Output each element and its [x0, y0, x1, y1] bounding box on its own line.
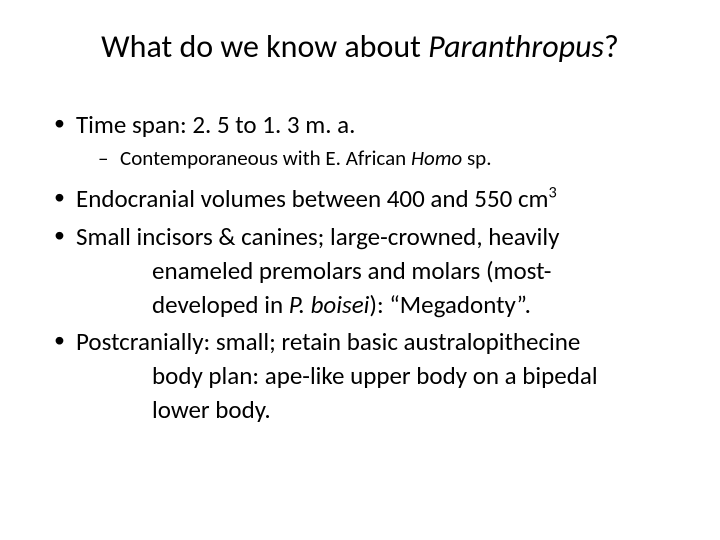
- bullet-3-l3: developed in P. boisei): “Megadonty”.: [76, 288, 672, 322]
- bullet-4-l3: lower body.: [76, 393, 672, 427]
- title-italic: Paranthropus: [428, 27, 604, 66]
- title-pre: What do we know about: [101, 27, 428, 66]
- bullet-3-l3-italic: P. boisei: [289, 289, 370, 320]
- bullet-2-pre: Endocranial volumes between 400 and 550 …: [76, 183, 549, 214]
- bullet-3-l3-pre: developed in: [152, 289, 289, 320]
- slide-title: What do we know about Paranthropus?: [48, 28, 672, 66]
- bullet-3-l2: enameled premolars and molars (most-: [76, 254, 672, 288]
- bullet-1-text: Time span: 2. 5 to 1. 3 m. a.: [76, 109, 355, 140]
- bullet-1a: Contemporaneous with E. African Homo sp.: [98, 144, 672, 172]
- bullet-4-l2: body plan: ape-like upper body on a bipe…: [76, 359, 672, 393]
- bullet-2-sup: 3: [549, 184, 557, 203]
- bullet-4: Postcranially: small; retain basic austr…: [48, 325, 672, 426]
- bullet-1a-pre: Contemporaneous with E. African: [120, 145, 411, 171]
- bullet-3: Small incisors & canines; large-crowned,…: [48, 220, 672, 321]
- bullet-3-l3-post: ): “Megadonty”.: [369, 289, 531, 320]
- slide: What do we know about Paranthropus? Time…: [0, 0, 720, 540]
- bullet-1a-post: sp.: [462, 145, 491, 171]
- bullet-list: Time span: 2. 5 to 1. 3 m. a. Contempora…: [48, 108, 672, 426]
- bullet-1a-italic: Homo: [411, 145, 462, 171]
- bullet-3-l1: Small incisors & canines; large-crowned,…: [76, 221, 559, 252]
- bullet-1-sublist: Contemporaneous with E. African Homo sp.: [76, 144, 672, 172]
- bullet-1: Time span: 2. 5 to 1. 3 m. a. Contempora…: [48, 108, 672, 172]
- title-post: ?: [604, 27, 619, 66]
- bullet-4-l1: Postcranially: small; retain basic austr…: [76, 326, 580, 357]
- bullet-2: Endocranial volumes between 400 and 550 …: [48, 182, 672, 216]
